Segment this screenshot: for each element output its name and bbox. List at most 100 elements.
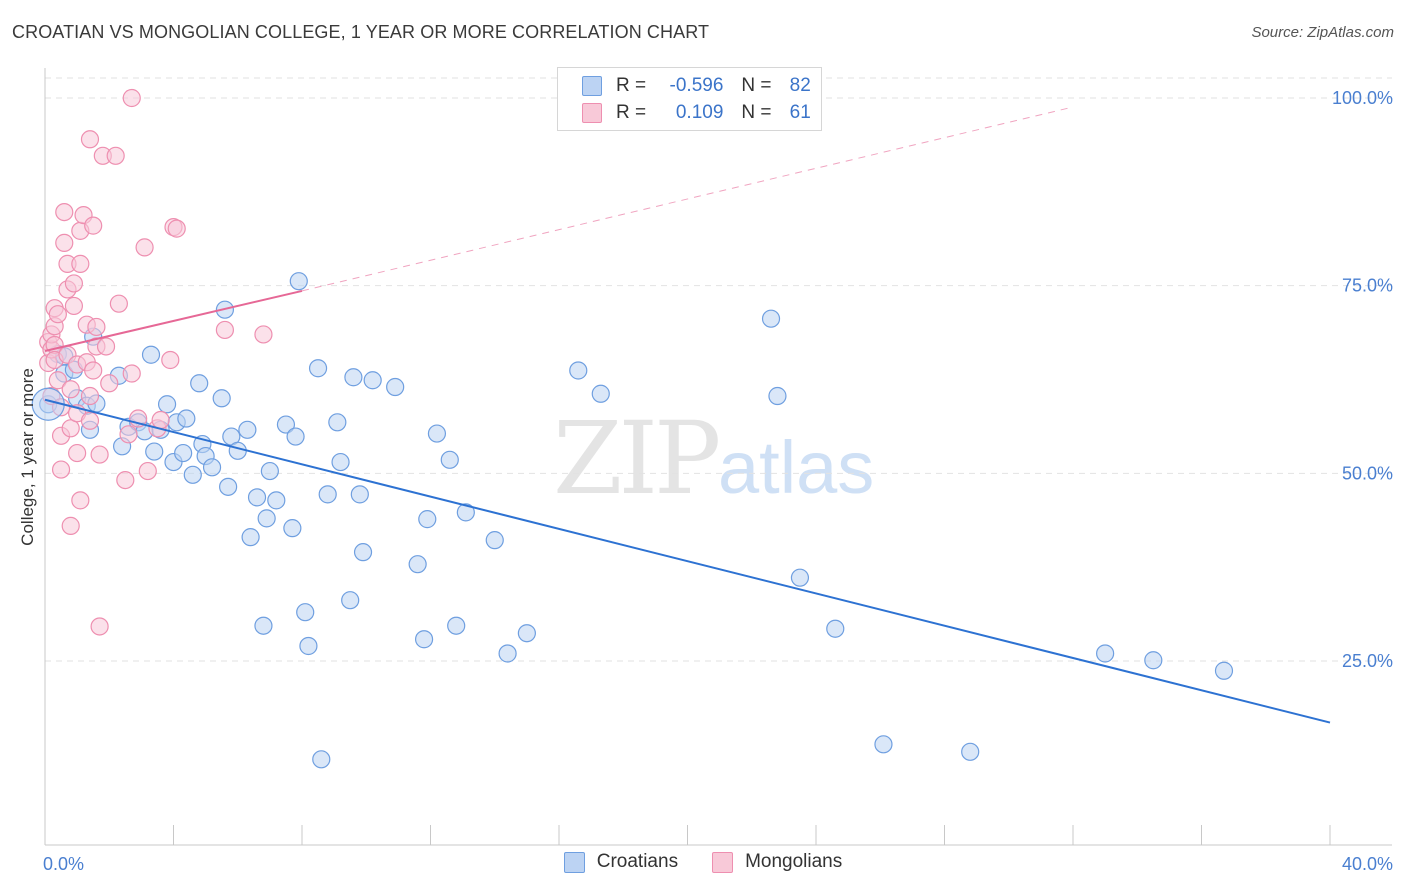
chart-title: CROATIAN VS MONGOLIAN COLLEGE, 1 YEAR OR… [12, 22, 710, 42]
point-croatians [961, 742, 980, 761]
point-croatians [456, 503, 475, 522]
point-croatians [447, 616, 466, 635]
point-mongolians [80, 130, 100, 149]
point-mongolians [71, 254, 90, 273]
point-croatians [174, 443, 193, 463]
point-croatians [241, 528, 260, 547]
point-croatians [328, 413, 347, 432]
point-croatians [485, 531, 504, 550]
point-croatians [312, 750, 331, 769]
x-tick-label-max: 40.0% [1342, 854, 1393, 874]
point-croatians [157, 395, 177, 414]
point-croatians [267, 491, 286, 510]
point-croatians [569, 361, 588, 380]
point-mongolians [122, 364, 141, 383]
point-mongolians [90, 617, 109, 636]
legend-n-value: 82 [789, 75, 811, 96]
legend-row-mongolians: R = 0.109 N = 61 [582, 100, 811, 126]
watermark-atlas: atlas [718, 426, 875, 509]
legend-swatch-croatians [582, 76, 602, 96]
point-mongolians [135, 238, 154, 257]
y-axis-label: College, 1 year or more [18, 368, 37, 546]
point-mongolians [161, 350, 180, 370]
point-croatians [768, 386, 787, 406]
point-croatians [296, 603, 315, 622]
point-croatians [308, 359, 328, 378]
legend-swatch-mongolians [712, 851, 734, 873]
legend-item-mongolians: Mongolians [712, 851, 842, 873]
trend-line-mongolians [44, 289, 303, 352]
point-mongolians [55, 233, 74, 252]
source-label: Source: ZipAtlas.com [1251, 24, 1394, 41]
point-mongolians [61, 380, 80, 399]
point-croatians [761, 309, 781, 328]
point-mongolians [100, 374, 119, 393]
point-mongolians [119, 425, 138, 444]
point-croatians [414, 630, 434, 649]
point-croatians [190, 374, 209, 393]
point-mongolians [48, 305, 67, 324]
point-croatians [418, 510, 437, 529]
point-croatians [408, 555, 427, 574]
point-croatians [344, 368, 363, 387]
point-mongolians [96, 337, 116, 356]
point-croatians [331, 452, 350, 472]
y-tick-label: 75.0% [1342, 276, 1393, 296]
stats-legend: R = -0.596 N = 82 R = 0.109 N = 61 [557, 67, 822, 131]
point-mongolians [71, 491, 90, 510]
point-croatians [219, 477, 238, 496]
point-mongolians [48, 371, 67, 390]
point-mongolians [64, 274, 84, 293]
point-croatians [591, 384, 610, 403]
axes [44, 68, 1392, 846]
legend-label-croatians: Croatians [596, 851, 679, 872]
point-mongolians [80, 386, 100, 406]
watermark-zip: ZIP [553, 400, 721, 517]
point-croatians [257, 509, 276, 528]
axis-labels: 25.0% 50.0% 75.0% 100.0% 0.0% 40.0% College, 1… [18, 88, 1393, 874]
point-croatians [141, 345, 161, 364]
point-mongolians [167, 219, 186, 238]
trend-line-croatians [44, 398, 1331, 724]
point-mongolians [122, 88, 141, 108]
point-croatians [353, 543, 373, 562]
legend-r-value: -0.596 [669, 75, 724, 96]
point-croatians [247, 488, 267, 507]
point-croatians [238, 420, 257, 439]
series-legend: Croatians Mongolians [0, 851, 1406, 873]
point-mongolians [61, 419, 80, 438]
point-croatians [286, 427, 305, 446]
point-mongolians [116, 470, 135, 490]
point-croatians [498, 644, 517, 663]
data-points [31, 88, 1234, 769]
point-mongolians [84, 361, 103, 380]
point-mongolians [64, 296, 84, 316]
point-croatians [254, 616, 273, 635]
legend-r-value: 0.109 [675, 102, 724, 123]
legend-r-label: R = [616, 102, 647, 123]
point-mongolians [51, 460, 71, 479]
trend-line-dashed-mongolians [301, 106, 1074, 292]
point-mongolians [106, 146, 125, 165]
point-croatians [276, 415, 296, 434]
point-croatians [363, 371, 382, 390]
x-tick-label-min: 0.0% [43, 854, 84, 874]
point-mongolians [84, 216, 103, 235]
y-tick-label: 50.0% [1342, 463, 1393, 483]
point-croatians [427, 424, 447, 443]
point-croatians [874, 735, 893, 754]
point-croatians [790, 568, 810, 587]
point-croatians [350, 485, 369, 504]
point-croatians [341, 591, 360, 610]
legend-r-label: R = [616, 75, 647, 96]
point-croatians [1096, 644, 1115, 663]
legend-swatch-mongolians [582, 103, 602, 123]
point-croatians [299, 636, 318, 656]
point-mongolians [80, 411, 100, 430]
point-croatians [183, 465, 202, 484]
legend-n-label: N = [741, 102, 772, 123]
point-croatians [212, 389, 231, 408]
point-croatians [260, 461, 279, 481]
point-croatians [289, 272, 308, 291]
